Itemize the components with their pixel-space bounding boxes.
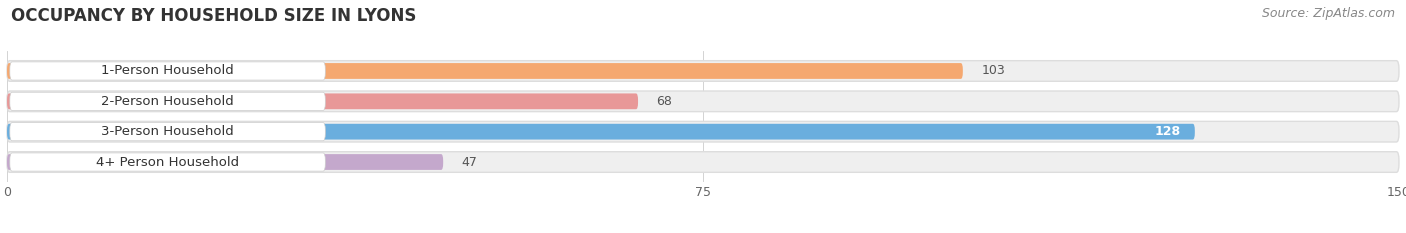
FancyBboxPatch shape [7, 121, 1399, 142]
FancyBboxPatch shape [7, 61, 1399, 81]
FancyBboxPatch shape [7, 154, 443, 170]
Text: 128: 128 [1154, 125, 1181, 138]
FancyBboxPatch shape [7, 152, 1399, 172]
FancyBboxPatch shape [7, 93, 638, 109]
Text: 47: 47 [461, 155, 478, 168]
FancyBboxPatch shape [7, 63, 963, 79]
Text: 1-Person Household: 1-Person Household [101, 65, 233, 78]
FancyBboxPatch shape [7, 124, 1195, 140]
Text: Source: ZipAtlas.com: Source: ZipAtlas.com [1261, 7, 1395, 20]
FancyBboxPatch shape [10, 62, 325, 80]
FancyBboxPatch shape [7, 91, 1399, 112]
Text: 3-Person Household: 3-Person Household [101, 125, 233, 138]
Text: 103: 103 [981, 65, 1005, 78]
Text: OCCUPANCY BY HOUSEHOLD SIZE IN LYONS: OCCUPANCY BY HOUSEHOLD SIZE IN LYONS [11, 7, 416, 25]
FancyBboxPatch shape [10, 92, 325, 110]
FancyBboxPatch shape [10, 123, 325, 141]
Text: 4+ Person Household: 4+ Person Household [96, 155, 239, 168]
Text: 2-Person Household: 2-Person Household [101, 95, 233, 108]
FancyBboxPatch shape [10, 153, 325, 171]
Text: 68: 68 [657, 95, 672, 108]
